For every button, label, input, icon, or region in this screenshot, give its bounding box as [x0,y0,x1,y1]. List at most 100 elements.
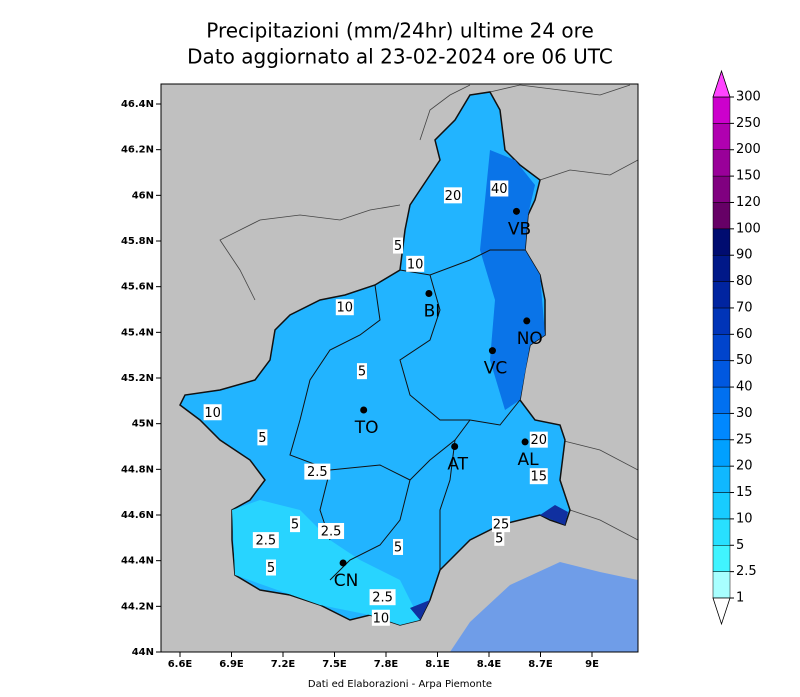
y-tick-label: 46.4N [121,99,154,110]
map-frame [160,83,639,653]
contour-label: 15 [531,470,548,485]
contour-label-bg [265,559,276,576]
title: Precipitazioni (mm/24hr) ultime 24 ore [206,19,594,43]
colorbar-band [712,334,731,361]
colorbar-label: 120 [736,195,761,210]
city-dot [488,347,496,355]
x-tick-label: 7.5E [322,659,347,670]
peak-area [410,505,568,620]
contour-label-bg [529,431,548,448]
city-label: AL [518,450,540,470]
colorbar-top [712,69,731,98]
colorbar-band [712,492,731,520]
contour-label-bg [443,187,462,204]
colorbar-band [712,571,731,599]
contour-label: 2.5 [307,465,328,480]
contour-label-bg [335,299,354,316]
x-tick-label: 8.1E [425,659,450,670]
y-tick-label: 44N [132,647,154,658]
colorbar-band [712,360,731,388]
contour-label-bg [393,237,404,254]
contour-label: 40 [491,182,508,197]
colorbar-band [712,386,731,414]
contour-label-bg [257,429,268,446]
contour-label: 5 [267,561,275,576]
colorbar-band [712,96,731,124]
colorbar-band [712,175,731,203]
colorbar-label: 300 [736,90,761,105]
y-tick-label: 44.8N [121,464,154,475]
colorbar-band [712,228,731,256]
contour-label: 5 [495,531,503,546]
colorbar-band [712,307,731,335]
contour-label-bg [492,516,511,533]
colorbar-band [712,413,731,441]
city-dot [523,317,531,325]
contour-label-bg [252,532,279,549]
contour-label: 10 [373,611,390,626]
city-label: TO [354,418,379,438]
city-dot [425,290,433,298]
colorbar-band [712,545,731,572]
contour-label: 10 [337,301,354,316]
y-tick-label: 45N [132,419,154,430]
colorbar-label: 250 [736,116,761,131]
colorbar-bottom [712,597,731,626]
x-tick-label: 6.6E [168,659,193,670]
colorbar-label: 40 [736,380,753,395]
colorbar-label: 50 [736,353,753,368]
contour-label-bg [393,538,404,555]
colorbar-label: 100 [736,221,761,236]
x-tick-label: 7.8E [374,659,399,670]
city-label: VB [508,219,531,239]
city-label: AT [447,455,468,475]
contour-label-bg [490,180,509,197]
y-tick-label: 46N [132,190,154,201]
colorbar-band [712,518,731,546]
contour-label: 2.5 [321,524,342,539]
sea [450,562,638,652]
y-tick-label: 44.2N [121,601,154,612]
y-tick-label: 44.6N [121,510,154,521]
contour-label-bg [203,404,222,421]
y-tick-label: 45.8N [121,236,154,247]
contour-label: 5 [394,239,402,254]
title: Dato aggiornato al 23-02-2024 ore 06 UTC [187,45,613,69]
contour-label: 5 [291,518,299,533]
colorbar-label: 60 [736,327,753,342]
colorbar-label: 25 [736,432,753,447]
city-label: CN [334,571,359,591]
contour-label-bg [371,609,390,626]
contour-label: 5 [394,540,402,555]
contour-label-bg [318,522,345,539]
contour-label-bg [494,529,505,546]
colorbar-label: 1 [736,591,744,606]
contour-label-bg [290,516,301,533]
city-label: VC [484,359,508,379]
colorbar-label: 2.5 [736,564,757,579]
contour-label: 2.5 [255,534,276,549]
city-dot [521,438,529,446]
contour-label-bg [529,468,548,485]
dynamic-layer: 6.6E 6.9E 7.2E 7.5E 7.8E 8.1E 8.4E 8.7E 9E 44N 44.… [121,69,761,670]
colorbar-band [712,281,731,309]
contour-label: 5 [258,431,266,446]
contour-label: 5 [358,365,366,380]
x-tick-label: 6.9E [219,659,244,670]
y-tick-label: 45.4N [121,327,154,338]
city-label: NO [517,329,543,349]
x-tick-label: 8.7E [528,659,553,670]
y-tick-label: 46.2N [121,145,154,156]
contour-label-bg [356,363,367,380]
contour-label-bg [406,255,425,272]
y-tick-label: 45.2N [121,373,154,384]
contour-label: 25 [493,518,510,533]
contour-label: 10 [407,257,424,272]
city-label: BI [424,302,441,322]
colorbar-label: 80 [736,274,753,289]
colorbar-band [712,202,731,230]
contour-label: 2.5 [372,591,393,606]
colorbar-band [712,254,731,282]
x-tick-label: 7.2E [271,659,296,670]
